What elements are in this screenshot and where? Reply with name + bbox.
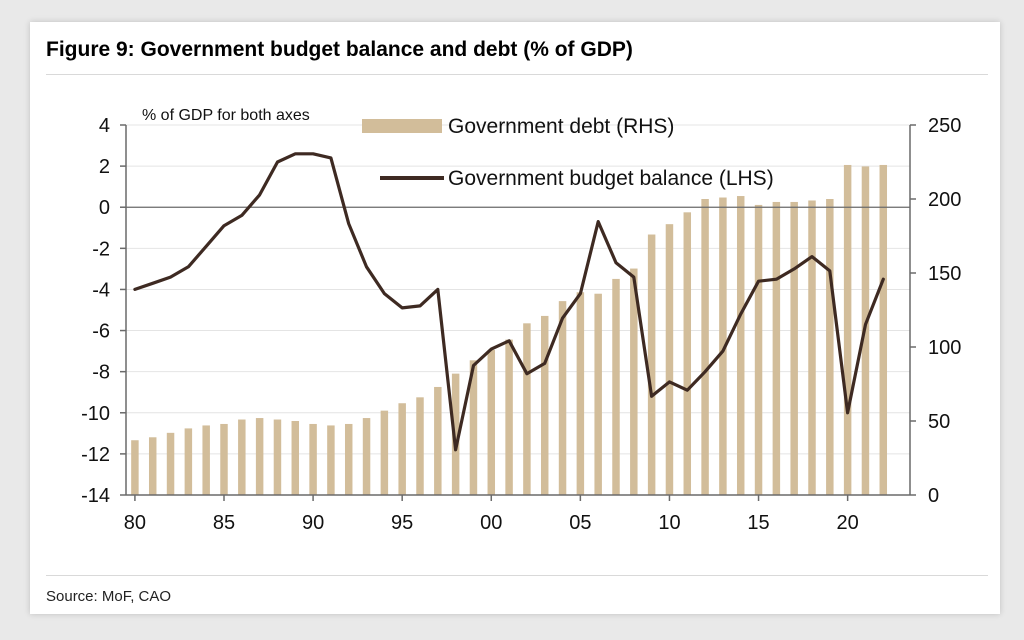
debt-bar bbox=[451, 373, 460, 495]
legend-debt-swatch bbox=[362, 119, 442, 133]
x-axis-tick-label: 10 bbox=[658, 512, 680, 534]
debt-bar bbox=[434, 386, 442, 495]
right-axis-tick-label: 150 bbox=[928, 263, 961, 285]
x-axis-tick-label: 05 bbox=[569, 512, 591, 534]
balance-line bbox=[133, 152, 885, 452]
debt-bar bbox=[790, 201, 798, 495]
x-axis-tick-label: 20 bbox=[837, 512, 859, 534]
chart-card: Figure 9: Government budget balance and … bbox=[30, 22, 1000, 614]
x-axis-tick-label: 85 bbox=[213, 512, 235, 534]
balance-line-layer bbox=[133, 152, 885, 452]
debt-bar bbox=[594, 293, 602, 495]
debt-bar bbox=[166, 432, 175, 495]
source-divider bbox=[46, 575, 988, 576]
debt-bar bbox=[398, 403, 406, 495]
debt-bar bbox=[184, 428, 193, 495]
left-axis-tick-label: 2 bbox=[99, 156, 110, 178]
debt-bar bbox=[647, 234, 656, 495]
title-divider bbox=[46, 74, 988, 75]
debt-bar bbox=[719, 197, 727, 495]
debt-bar bbox=[754, 204, 763, 496]
debt-bar bbox=[540, 315, 549, 495]
x-axis-tick-label: 80 bbox=[124, 512, 146, 534]
left-axis-tick-label: -4 bbox=[92, 279, 110, 301]
debt-bar bbox=[843, 164, 852, 495]
debt-bar bbox=[220, 423, 228, 495]
left-axis-tick-label: -8 bbox=[92, 362, 110, 384]
debt-bar bbox=[683, 212, 692, 495]
debt-bar bbox=[273, 419, 282, 495]
legend-debt-label: Government debt (RHS) bbox=[448, 115, 674, 138]
debt-bar bbox=[327, 425, 335, 495]
debt-bar bbox=[148, 437, 157, 495]
debt-bar bbox=[291, 421, 300, 495]
left-axis-tick-label: -14 bbox=[81, 485, 110, 507]
debt-bar bbox=[558, 301, 567, 495]
right-axis-tick-label: 250 bbox=[928, 115, 961, 137]
debt-bar bbox=[736, 196, 745, 496]
debt-bar bbox=[772, 201, 781, 495]
debt-bar bbox=[202, 425, 210, 495]
debt-bar bbox=[469, 360, 478, 495]
debt-bar bbox=[612, 278, 620, 495]
debt-bar bbox=[808, 200, 816, 496]
debt-bar bbox=[523, 323, 531, 495]
left-axis-tick-label: 4 bbox=[99, 115, 110, 137]
debt-bar bbox=[487, 349, 496, 495]
debt-bar bbox=[344, 423, 353, 495]
debt-bar bbox=[255, 418, 264, 495]
right-axis-tick-label: 0 bbox=[928, 485, 939, 507]
debt-bar bbox=[576, 292, 585, 495]
right-axis-tick-label: 50 bbox=[928, 411, 950, 433]
legend-balance-label: Government budget balance (LHS) bbox=[448, 167, 774, 190]
debt-bar bbox=[505, 339, 513, 495]
left-axis-tick-label: -6 bbox=[92, 321, 110, 343]
debt-bar bbox=[701, 199, 709, 495]
x-axis-tick-label: 95 bbox=[391, 512, 413, 534]
chart-title: Figure 9: Government budget balance and … bbox=[46, 38, 633, 61]
source-note: Source: MoF, CAO bbox=[46, 588, 172, 605]
x-axis-tick-label: 00 bbox=[480, 512, 502, 534]
debt-bar bbox=[309, 423, 317, 495]
left-axis-tick-label: -2 bbox=[92, 238, 110, 260]
debt-bar bbox=[879, 164, 888, 495]
right-axis-tick-label: 200 bbox=[928, 189, 961, 211]
debt-bar bbox=[238, 419, 246, 495]
left-axis-tick-label: 0 bbox=[99, 197, 110, 219]
debt-bar bbox=[665, 224, 674, 495]
x-axis-tick-label: 90 bbox=[302, 512, 324, 534]
debt-bar bbox=[416, 397, 424, 495]
left-axis-tick-label: -12 bbox=[81, 444, 110, 466]
debt-bars bbox=[131, 164, 888, 496]
right-axis-tick-label: 100 bbox=[928, 337, 961, 359]
debt-bar bbox=[630, 268, 638, 495]
debt-bar bbox=[131, 440, 139, 495]
axis-note: % of GDP for both axes bbox=[142, 107, 310, 124]
left-axis-tick-label: -10 bbox=[81, 403, 110, 425]
legend: Government debt (RHS) Government budget … bbox=[362, 115, 774, 190]
debt-bar bbox=[380, 410, 389, 495]
debt-bar bbox=[362, 418, 371, 495]
debt-bar bbox=[826, 199, 834, 495]
x-axis-tick-label: 15 bbox=[747, 512, 769, 534]
